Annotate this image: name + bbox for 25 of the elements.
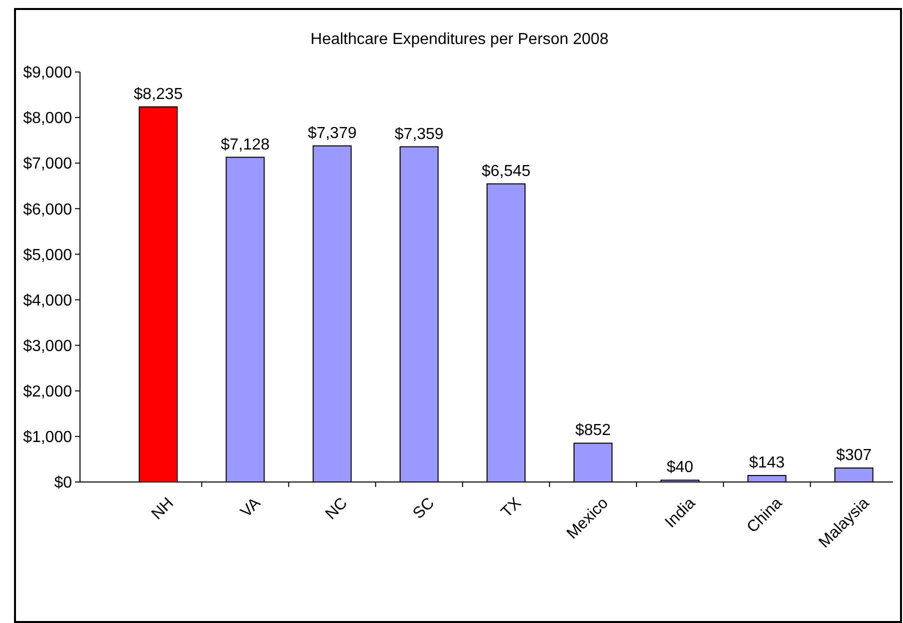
- data-label: $7,379: [308, 124, 357, 142]
- x-tick-label: NC: [322, 494, 351, 524]
- y-tick-label: $7,000: [23, 156, 72, 173]
- y-tick-label: $4,000: [23, 292, 72, 310]
- data-label: $40: [666, 459, 694, 476]
- data-label: $6,545: [482, 162, 531, 180]
- y-tick-label: $6,000: [23, 201, 72, 218]
- y-tick-label: $2,000: [23, 383, 72, 400]
- x-tick-label: SC: [410, 494, 438, 522]
- data-label: $8,235: [134, 86, 183, 103]
- data-label: $307: [836, 447, 872, 464]
- x-tick-label: NH: [148, 494, 178, 524]
- y-tick-label: $5,000: [23, 246, 72, 264]
- y-tick-label: $9,000: [23, 64, 72, 82]
- x-tick-label: TX: [498, 494, 526, 522]
- y-tick-label: $0: [54, 474, 72, 492]
- data-label: $7,128: [220, 136, 270, 154]
- x-tick-label: VA: [238, 494, 264, 521]
- data-label: $7,359: [394, 126, 444, 143]
- y-tick-label: $3,000: [23, 338, 72, 355]
- y-tick-label: $8,000: [23, 110, 72, 128]
- data-label: $143: [749, 454, 785, 472]
- y-tick-label: $1,000: [23, 429, 72, 446]
- data-label: $852: [575, 422, 611, 440]
- chart-title: Healthcare Expenditures per Person 2008: [310, 31, 609, 48]
